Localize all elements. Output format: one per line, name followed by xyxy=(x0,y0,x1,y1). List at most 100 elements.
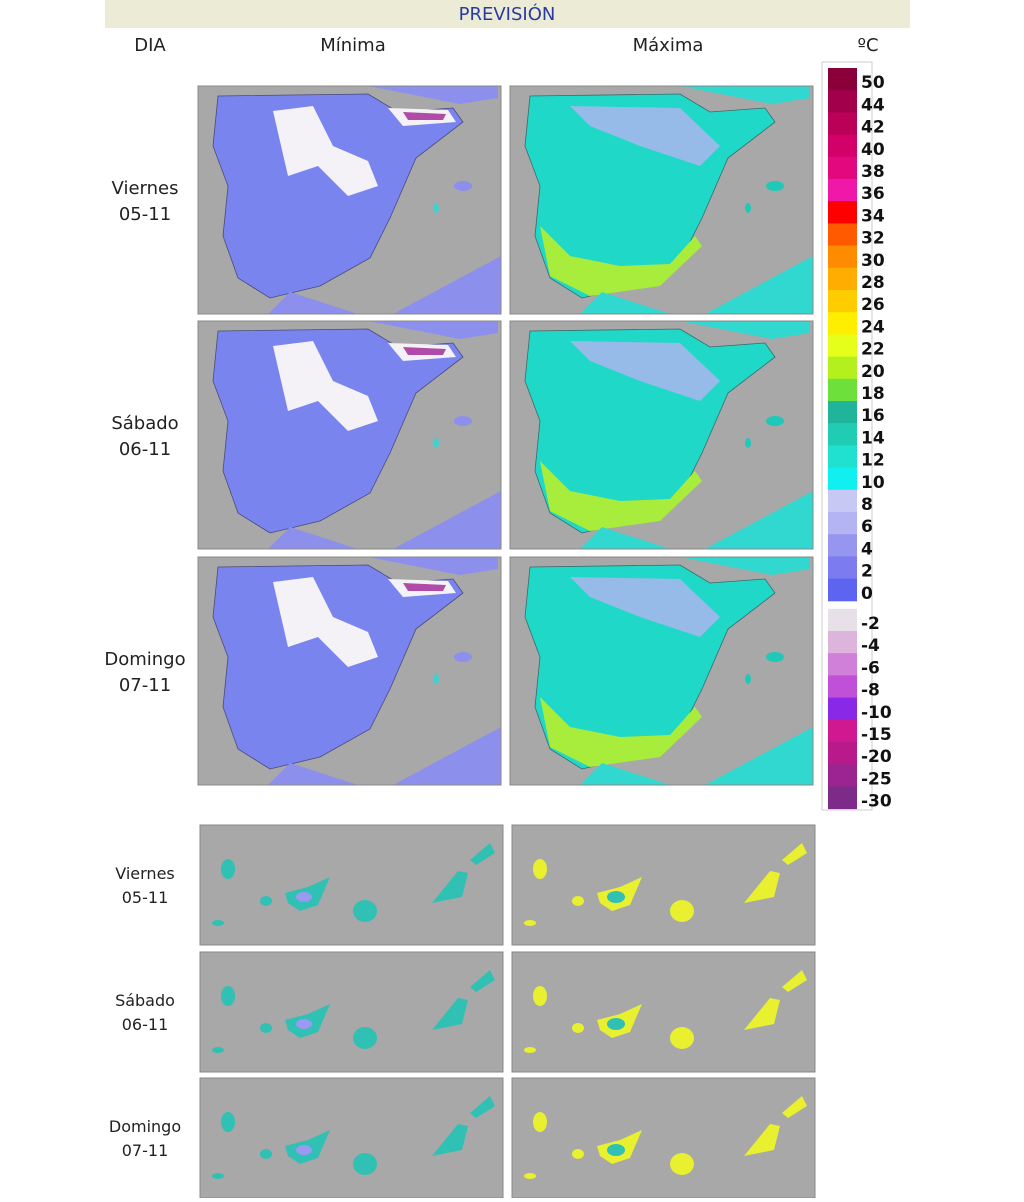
legend-label: 24 xyxy=(861,317,885,337)
legend-swatch xyxy=(828,719,857,743)
legend-swatch xyxy=(828,290,857,313)
day-label: Sábado xyxy=(111,413,178,434)
legend-label: -15 xyxy=(861,725,892,745)
legend-label: 0 xyxy=(861,584,873,604)
legend-label: 28 xyxy=(861,273,885,293)
legend-label: 44 xyxy=(861,95,885,115)
date-label: 05-11 xyxy=(122,888,169,907)
legend-swatch xyxy=(828,90,857,113)
legend-label: 20 xyxy=(861,362,885,382)
legend-swatch xyxy=(828,578,857,602)
date-label: 06-11 xyxy=(119,439,171,460)
legend-label: 38 xyxy=(861,162,885,182)
map-frame xyxy=(197,85,502,315)
legend-label: 50 xyxy=(861,73,885,93)
map-frame xyxy=(197,556,502,786)
map-max xyxy=(509,85,814,315)
legend-label: 6 xyxy=(861,517,873,537)
legend-label: 8 xyxy=(861,495,873,515)
column-header: Máxima xyxy=(633,35,704,56)
legend-label: 10 xyxy=(861,473,885,493)
date-label: 07-11 xyxy=(119,675,171,696)
legend-label: -25 xyxy=(861,769,892,789)
legend-swatch xyxy=(828,534,857,557)
legend-label: 18 xyxy=(861,384,885,404)
legend-swatch xyxy=(828,68,857,91)
legend-label: -8 xyxy=(861,681,880,701)
map-min xyxy=(200,952,503,1072)
legend-swatch xyxy=(828,489,857,513)
legend-label: 22 xyxy=(861,340,885,360)
legend-swatch xyxy=(828,742,857,765)
legend-swatch xyxy=(828,556,857,580)
map-min xyxy=(200,825,503,945)
date-label: 07-11 xyxy=(122,1141,169,1160)
legend-label: -20 xyxy=(861,747,892,767)
legend-swatch xyxy=(828,201,857,224)
header-title: PREVISIÓN xyxy=(459,3,556,25)
legend-swatch xyxy=(828,267,857,291)
date-label: 06-11 xyxy=(122,1015,169,1034)
legend-label: -10 xyxy=(861,703,892,723)
legend-swatch xyxy=(828,675,857,699)
legend-swatch xyxy=(828,156,857,180)
legend-label: 14 xyxy=(861,428,885,448)
map-frame xyxy=(509,85,814,315)
legend-swatch xyxy=(828,512,857,535)
legend-label: -6 xyxy=(861,658,880,678)
legend-swatch xyxy=(828,653,857,676)
header-band xyxy=(105,0,910,28)
map-frame xyxy=(509,556,814,786)
legend-swatch xyxy=(828,608,857,632)
legend-label: 32 xyxy=(861,229,885,249)
map-max xyxy=(509,556,814,786)
legend-label: -4 xyxy=(861,636,880,656)
date-label: 05-11 xyxy=(119,204,171,225)
legend-swatch xyxy=(828,401,857,424)
map-max xyxy=(512,952,815,1072)
legend-label: 26 xyxy=(861,295,885,315)
legend-label: 4 xyxy=(861,539,873,559)
map-max xyxy=(512,825,815,945)
legend-label: 42 xyxy=(861,118,885,138)
legend-label: -2 xyxy=(861,614,880,634)
map-min xyxy=(197,85,502,315)
map-min xyxy=(197,320,502,550)
legend-label: 12 xyxy=(861,451,885,471)
legend-swatch xyxy=(828,245,857,269)
map-max xyxy=(512,1078,815,1198)
map-frame xyxy=(199,951,504,1073)
column-header: ºC xyxy=(857,35,878,56)
map-min xyxy=(200,1078,503,1198)
legend-swatch xyxy=(828,467,857,491)
map-frame xyxy=(199,824,504,946)
legend-swatch xyxy=(828,786,857,810)
map-frame xyxy=(511,951,816,1073)
legend-swatch xyxy=(828,356,857,380)
legend-label: 34 xyxy=(861,206,885,226)
legend-swatch xyxy=(828,179,857,202)
day-label: Viernes xyxy=(112,178,179,199)
map-frame xyxy=(511,824,816,946)
legend-label: 40 xyxy=(861,140,885,160)
day-label: Domingo xyxy=(104,649,185,670)
day-label: Viernes xyxy=(115,864,175,883)
legend-swatch xyxy=(828,423,857,446)
legend-swatch xyxy=(828,378,857,402)
legend-swatch xyxy=(828,631,857,654)
legend-swatch xyxy=(828,764,857,787)
day-label: Sábado xyxy=(115,991,175,1010)
day-label: Domingo xyxy=(109,1117,181,1136)
legend-swatch xyxy=(828,134,857,158)
column-header: Mínima xyxy=(320,35,386,56)
legend-swatch xyxy=(828,112,857,136)
legend-label: 36 xyxy=(861,184,885,204)
map-frame xyxy=(509,320,814,550)
legend-swatch xyxy=(828,334,857,358)
map-max xyxy=(509,320,814,550)
map-frame xyxy=(197,320,502,550)
legend-label: 16 xyxy=(861,406,885,426)
legend-label: -30 xyxy=(861,792,892,812)
legend-swatch xyxy=(828,445,857,469)
